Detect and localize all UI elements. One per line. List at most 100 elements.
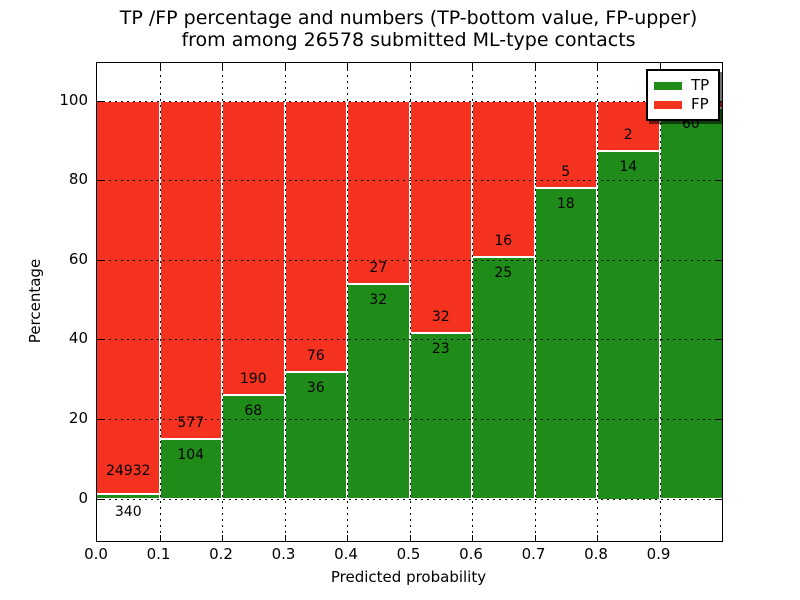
bar-tp-segment xyxy=(472,255,535,499)
y-tick-label: 100 xyxy=(59,90,88,109)
bar-fp-segment xyxy=(159,100,222,438)
x-tick-label: 0.4 xyxy=(334,545,358,563)
legend-swatch-tp xyxy=(654,81,682,90)
gridline-horizontal xyxy=(97,180,722,182)
x-tick-mark xyxy=(534,63,536,69)
y-tick-mark xyxy=(716,418,722,420)
bar-tp-segment xyxy=(597,150,660,499)
bar-tp-count-label: 68 xyxy=(244,402,263,419)
bar-tp-count-label: 23 xyxy=(431,341,450,358)
bar-fp-count-label: 32 xyxy=(431,309,450,326)
bar-fp-segment xyxy=(409,100,472,333)
gridline-vertical xyxy=(409,63,411,541)
x-tick-mark xyxy=(472,535,473,541)
bar-tp-segment xyxy=(347,282,410,499)
bar-tp-count-label: 340 xyxy=(114,504,142,521)
x-tick-mark xyxy=(222,63,223,69)
x-tick-mark xyxy=(222,535,223,541)
bar-tp-count-label: 18 xyxy=(556,196,575,213)
legend-swatch-fp xyxy=(654,100,682,109)
x-tick-label: 0.6 xyxy=(459,545,483,563)
legend-label: TP xyxy=(691,76,710,94)
legend-item-tp: TP xyxy=(654,76,711,95)
y-tick-mark xyxy=(716,259,722,261)
y-tick-mark xyxy=(97,339,103,341)
bar-tp-segment xyxy=(659,107,722,499)
bar-fp-count-label: 16 xyxy=(494,232,513,249)
bar-tp-segment xyxy=(97,493,160,499)
y-tick-mark xyxy=(716,180,722,182)
x-tick-label: 0.3 xyxy=(271,545,296,563)
x-tick-mark xyxy=(409,63,411,69)
x-tick-mark xyxy=(284,63,286,69)
bar-tp-segment xyxy=(159,437,222,499)
bar-fp-segment xyxy=(97,100,160,494)
x-tick-label: 0.8 xyxy=(584,545,608,563)
y-tick-mark xyxy=(97,418,103,420)
bar-fp-count-label: 5 xyxy=(561,164,571,181)
bar-fp-count-label: 2 xyxy=(623,127,633,144)
bar-tp-segment xyxy=(409,332,472,499)
x-tick-label: 0.7 xyxy=(521,545,546,563)
gridline-horizontal xyxy=(97,259,722,261)
gridline-vertical xyxy=(347,63,348,541)
bar-fp-segment xyxy=(284,100,347,371)
x-tick-mark xyxy=(534,535,536,541)
bar-fp-segment xyxy=(347,100,410,283)
gridline-vertical xyxy=(284,63,286,541)
bar-tp-count-label: 36 xyxy=(306,379,325,396)
x-tick-mark xyxy=(597,63,598,69)
gridline-vertical xyxy=(659,63,661,541)
bar-fp-segment xyxy=(472,100,535,256)
bar-tp-count-label: 25 xyxy=(494,264,513,281)
y-tick-mark xyxy=(716,339,722,341)
x-axis-label: Predicted probability xyxy=(330,568,487,586)
x-tick-label: 0.1 xyxy=(146,545,171,563)
x-tick-mark xyxy=(597,535,598,541)
x-tick-mark xyxy=(284,535,286,541)
gridline-horizontal xyxy=(97,339,722,341)
x-tick-mark xyxy=(659,63,661,69)
x-tick-label: 0.9 xyxy=(646,545,671,563)
y-tick-label: 20 xyxy=(68,408,88,427)
x-tick-mark xyxy=(347,535,348,541)
gridline-vertical xyxy=(534,63,536,541)
y-tick-mark xyxy=(97,180,103,182)
y-tick-label: 80 xyxy=(68,170,88,189)
y-tick-label: 0 xyxy=(78,488,88,507)
bar-fp-count-label: 190 xyxy=(239,370,267,387)
x-tick-label: 0.2 xyxy=(209,545,233,563)
y-tick-mark xyxy=(97,259,103,261)
x-tick-mark xyxy=(472,63,473,69)
x-tick-label: 0.0 xyxy=(84,545,108,563)
bar-fp-count-label: 577 xyxy=(177,414,205,431)
gridline-vertical xyxy=(472,63,473,541)
gridline-horizontal xyxy=(97,100,722,102)
bar-tp-count-label: 104 xyxy=(177,446,205,463)
legend: TP FP xyxy=(646,69,720,121)
x-tick-mark xyxy=(409,535,411,541)
plot-area: TP FP 24932 340 577 104 190 68 76 36 27 32 32 23 16 25… xyxy=(96,62,723,542)
bar-fp-segment xyxy=(222,100,285,394)
bar-tp-count-label: 32 xyxy=(369,291,388,308)
y-tick-mark xyxy=(97,100,103,102)
x-tick-mark xyxy=(659,535,661,541)
bar-fp-count-label: 27 xyxy=(369,259,388,276)
bar-tp-segment xyxy=(534,187,597,499)
gridline-vertical xyxy=(222,63,223,541)
gridline-horizontal xyxy=(97,418,722,420)
chart-title-line2: from among 26578 submitted ML-type conta… xyxy=(181,29,636,51)
chart-title-line1: TP /FP percentage and numbers (TP-bottom… xyxy=(119,7,698,29)
gridline-vertical xyxy=(159,63,161,541)
y-tick-label: 60 xyxy=(68,249,88,268)
x-tick-mark xyxy=(159,535,161,541)
x-tick-label: 0.5 xyxy=(396,545,421,563)
bar-tp-segment xyxy=(222,393,285,499)
x-tick-mark xyxy=(159,63,161,69)
bar-fp-count-label: 24932 xyxy=(105,463,151,480)
y-tick-mark xyxy=(97,498,103,500)
bar-tp-count-label: 14 xyxy=(619,159,638,176)
gridline-horizontal xyxy=(97,498,722,500)
legend-label: FP xyxy=(691,95,709,113)
